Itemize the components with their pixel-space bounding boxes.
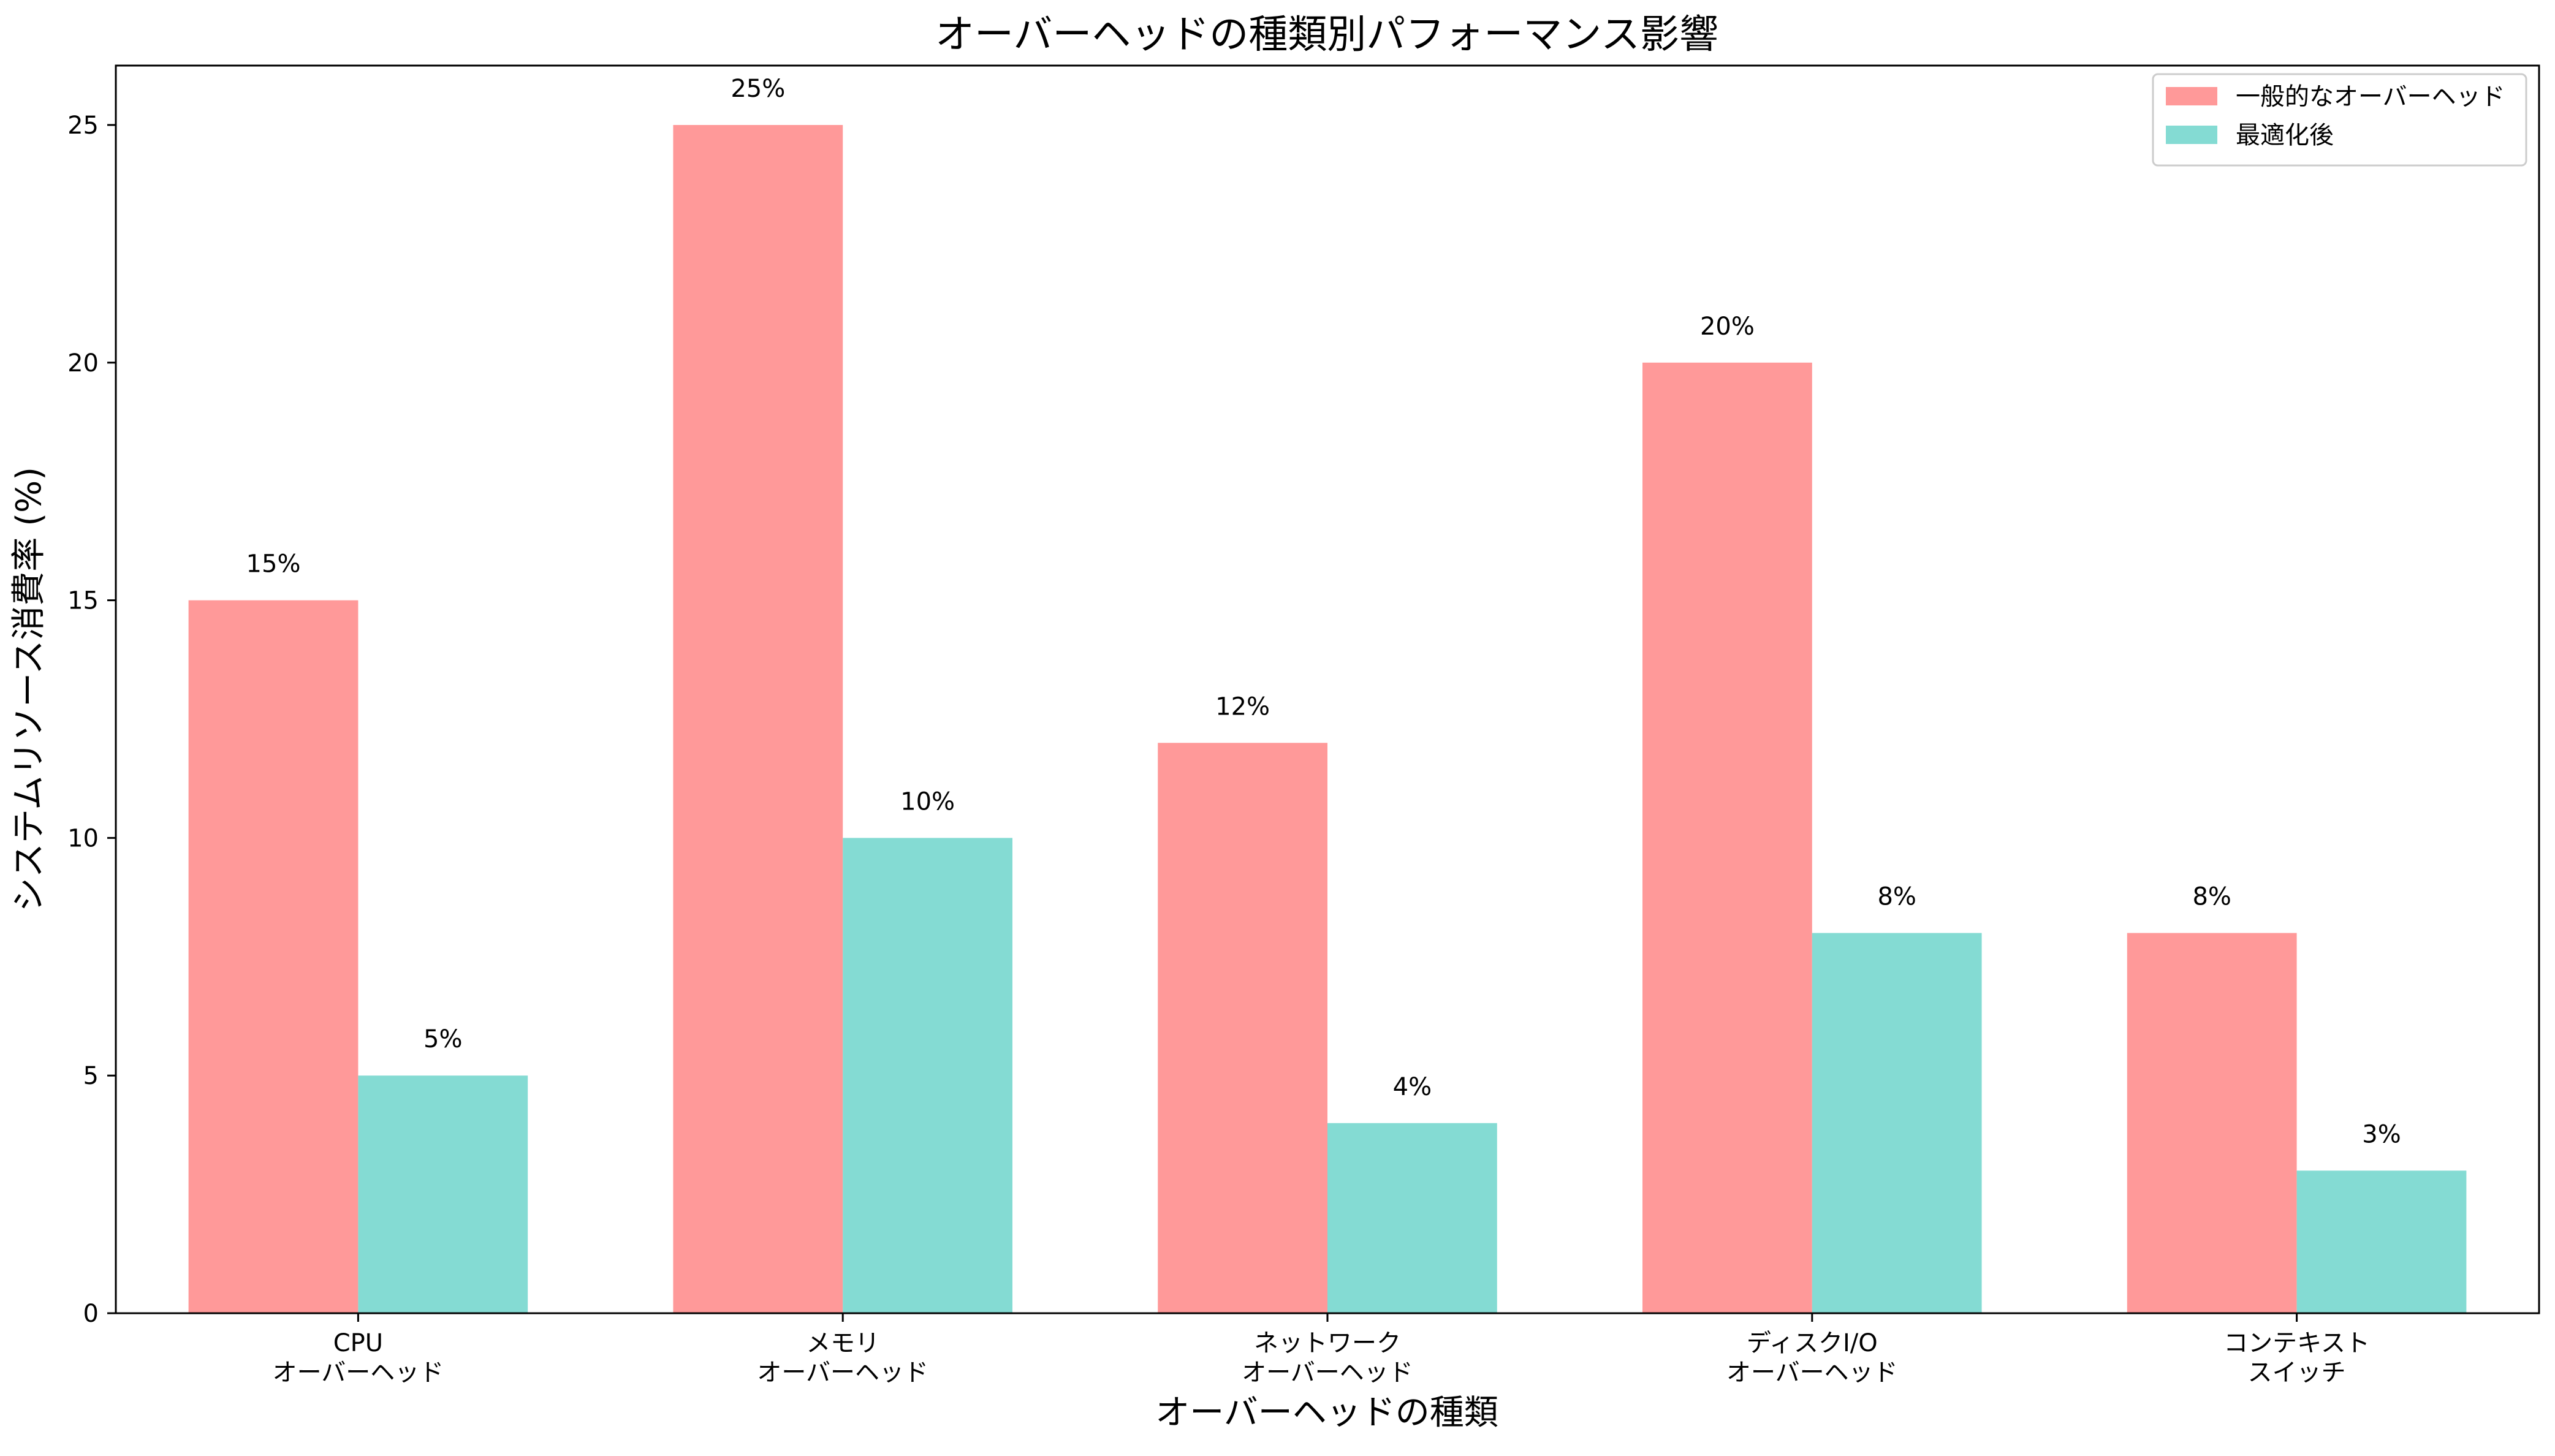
legend-label-optimized: 最適化後	[2236, 121, 2334, 150]
bar-optimized-3	[1812, 933, 1982, 1313]
data-label-optimized-2: 4%	[1393, 1073, 1432, 1101]
x-tick-label-4-1: スイッチ	[2248, 1359, 2346, 1387]
bar-general-3	[1642, 362, 1812, 1313]
y-axis-label: システムリソース消費率 (%)	[9, 467, 49, 912]
plot-area: 15%25%12%20%8%5%10%4%8%3%0510152025CPUオー…	[67, 64, 2540, 1387]
data-label-optimized-3: 8%	[1877, 883, 1916, 911]
data-label-general-3: 20%	[1700, 313, 1755, 341]
bar-general-2	[1158, 743, 1327, 1313]
data-label-optimized-0: 5%	[423, 1025, 462, 1053]
x-tick-label-3-0: ディスクI/O	[1747, 1329, 1878, 1357]
data-label-optimized-4: 3%	[2362, 1120, 2401, 1148]
x-tick-label-0-1: オーバーヘッド	[273, 1359, 444, 1387]
bar-general-1	[673, 124, 843, 1313]
bar-general-0	[188, 600, 359, 1313]
data-label-general-1: 25%	[731, 75, 785, 103]
bar-optimized-4	[2296, 1170, 2467, 1313]
data-label-general-4: 8%	[2192, 883, 2231, 911]
data-label-optimized-1: 10%	[900, 787, 955, 816]
y-tick-label-10: 10	[67, 824, 99, 852]
data-label-general-0: 15%	[246, 550, 301, 578]
bar-optimized-2	[1327, 1123, 1497, 1313]
chart-title: オーバーヘッドの種類別パフォーマンス影響	[935, 12, 1718, 58]
x-tick-label-2-1: オーバーヘッド	[1242, 1359, 1413, 1387]
y-tick-label-20: 20	[67, 349, 99, 377]
x-axis-label: オーバーヘッドの種類	[1155, 1393, 1498, 1433]
y-tick-label-25: 25	[67, 112, 99, 140]
legend-swatch-general	[2166, 87, 2217, 105]
y-tick-label-15: 15	[67, 587, 99, 615]
y-tick-label-0: 0	[83, 1300, 99, 1328]
x-tick-label-3-1: オーバーヘッド	[1726, 1359, 1898, 1387]
x-tick-label-0-0: CPU	[333, 1329, 383, 1357]
bar-general-4	[2127, 933, 2297, 1313]
bar-optimized-1	[843, 838, 1012, 1313]
x-tick-label-1-1: オーバーヘッド	[757, 1359, 928, 1387]
x-tick-label-4-0: コンテキスト	[2223, 1329, 2370, 1357]
x-tick-label-2-0: ネットワーク	[1254, 1329, 1401, 1357]
legend-box	[2152, 73, 2527, 167]
bar-optimized-0	[358, 1075, 528, 1313]
x-tick-label-1-0: メモリ	[806, 1329, 879, 1357]
legend-swatch-optimized	[2166, 126, 2217, 144]
y-tick-label-5: 5	[83, 1062, 99, 1090]
data-label-general-2: 12%	[1215, 692, 1270, 721]
legend-label-general: 一般的なオーバーヘッド	[2236, 83, 2505, 111]
